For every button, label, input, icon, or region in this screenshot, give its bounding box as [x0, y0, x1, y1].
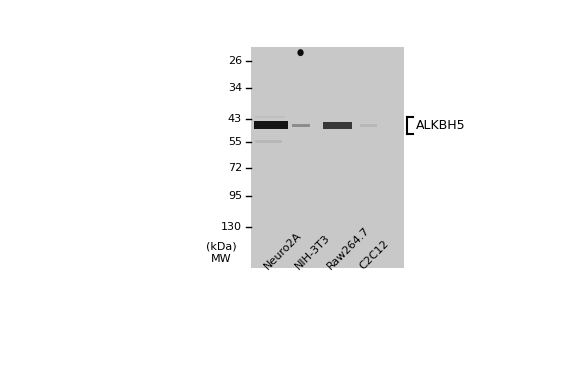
Text: 72: 72 — [228, 163, 242, 173]
Text: Raw264.7: Raw264.7 — [325, 225, 371, 271]
Text: C2C12: C2C12 — [358, 238, 391, 271]
Text: 43: 43 — [228, 114, 242, 124]
Bar — [360, 124, 377, 127]
Bar — [292, 124, 310, 127]
Text: 95: 95 — [228, 191, 242, 201]
Text: NIH-3T3: NIH-3T3 — [293, 232, 332, 271]
Text: MW: MW — [211, 254, 232, 264]
Text: 130: 130 — [221, 222, 242, 232]
Text: (kDa): (kDa) — [206, 241, 237, 251]
Bar — [255, 140, 282, 143]
Bar — [255, 116, 285, 118]
Text: 55: 55 — [228, 137, 242, 147]
Bar — [323, 122, 352, 129]
Text: Neuro2A: Neuro2A — [262, 230, 303, 271]
Text: 34: 34 — [228, 82, 242, 93]
Bar — [251, 47, 404, 268]
Bar — [360, 60, 377, 62]
Ellipse shape — [297, 49, 304, 56]
Bar — [254, 121, 288, 130]
Text: 26: 26 — [228, 56, 242, 67]
Text: ALKBH5: ALKBH5 — [416, 119, 465, 132]
